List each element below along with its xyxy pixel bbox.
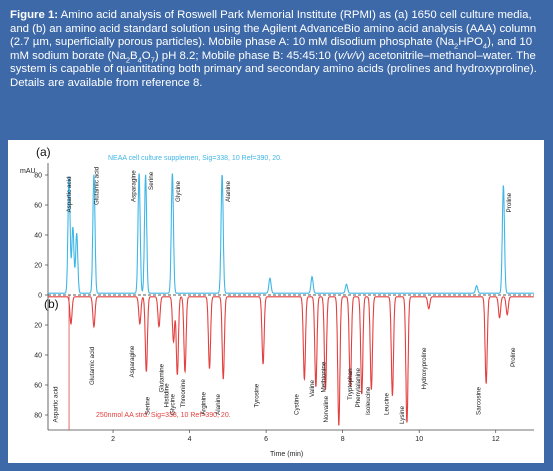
peak-label: Tryptophan: [347, 368, 354, 400]
x-tick-label: 10: [415, 436, 423, 443]
y-tick-label: 60: [34, 383, 42, 390]
peak-label: Methionine: [320, 361, 327, 392]
peak-label: Lysine: [399, 406, 406, 424]
peak-label: Arginine: [201, 391, 208, 415]
caption-text: 7: [150, 55, 155, 65]
caption-text: v/v/v: [337, 49, 362, 62]
y-tick-label: 20: [34, 323, 42, 330]
peak-label: Proline: [506, 192, 513, 212]
peak-label: Aspartic acid: [53, 386, 60, 423]
caption-text: 2: [454, 41, 459, 51]
caption-text: HPO: [458, 36, 483, 49]
peak-label: Norvaline: [323, 395, 330, 422]
peak-label: Glutamine: [159, 363, 166, 392]
peak-label: Proline: [510, 347, 517, 367]
series-a-name: NEAA cell culture supplemen, Sig=338, 10…: [108, 155, 282, 162]
peak-label: Serine: [144, 396, 151, 415]
peak-label: Glutamic acid: [89, 346, 96, 385]
y-tick-label: 0: [38, 293, 42, 300]
figure-label: Figure 1:: [10, 9, 59, 21]
x-tick-label: 12: [492, 436, 500, 443]
y-tick-label: 80: [34, 173, 42, 180]
x-tick-label: 4: [188, 436, 192, 443]
series-b-name: 250nmol AA strd. Sig=338, 10 Ref=390, 20…: [96, 412, 231, 419]
peak-label: Alanine: [215, 393, 222, 415]
y-tick-label: 60: [34, 203, 42, 210]
peak-label: Glutamic acid: [94, 166, 101, 205]
caption-text: ), and 10 mM sodium borate (Na: [10, 36, 533, 62]
peak-label: Valine: [309, 380, 316, 398]
y-axis-unit: mAU: [20, 168, 36, 175]
trace-b-line: [48, 296, 534, 426]
x-axis-label: Time (min): [270, 451, 303, 458]
peak-label: Histidine: [164, 383, 171, 408]
y-tick-label: 80: [34, 413, 42, 420]
peak-label: Serine: [148, 171, 155, 190]
caption-text: Amino acid analysis of Roswell Park Memo…: [10, 9, 537, 49]
peak-label: Tyrosine: [254, 383, 261, 407]
peak-label: Glycine: [169, 394, 176, 415]
x-tick-label: 6: [264, 436, 268, 443]
peak-label: Sarcosine: [475, 386, 482, 414]
peak-label: Isoleucine: [365, 386, 372, 415]
peak-label: Leucine: [384, 392, 391, 415]
y-tick-label: 20: [34, 263, 42, 270]
caption-text: 4: [482, 41, 488, 51]
x-tick-label: 8: [341, 436, 345, 443]
y-tick-label: 40: [34, 353, 42, 360]
peak-label: Asparagine: [130, 170, 137, 202]
caption-text: O: [141, 49, 151, 62]
x-tick-label: 2: [111, 436, 115, 443]
caption-text: 4: [137, 55, 142, 65]
peak-label: Aspartic acid: [66, 176, 73, 213]
caption-text: 2: [125, 55, 131, 65]
caption-text: ) acetonitrile–methanol–water. The syste…: [10, 49, 537, 89]
peak-label: Glycine: [175, 180, 182, 201]
peak-label: Asparagine: [129, 345, 136, 377]
y-tick-label: 40: [34, 233, 42, 240]
peak-label: Hydroxyproline: [421, 347, 428, 389]
peak-label: Phenylalanine: [355, 367, 362, 407]
panel-b-label: (b): [44, 297, 59, 311]
caption-text: ) pH 8.2; Mobile phase B: 45:45:10 (: [154, 49, 338, 62]
peak-label: Alanine: [225, 181, 232, 203]
chromatogram-chart: (a) (b) mAU Time (min) NEAA cell culture…: [20, 145, 534, 458]
trace-a-line: [48, 173, 534, 294]
chromatogram-panel: (a) (b) mAU Time (min) NEAA cell culture…: [8, 140, 544, 463]
caption-text: B: [130, 49, 138, 62]
panel-a-label: (a): [36, 145, 51, 159]
figure-caption: Figure 1: Amino acid analysis of Roswell…: [10, 9, 544, 91]
peak-label: Threonine: [180, 379, 187, 408]
peak-label: Cystine: [294, 394, 301, 415]
